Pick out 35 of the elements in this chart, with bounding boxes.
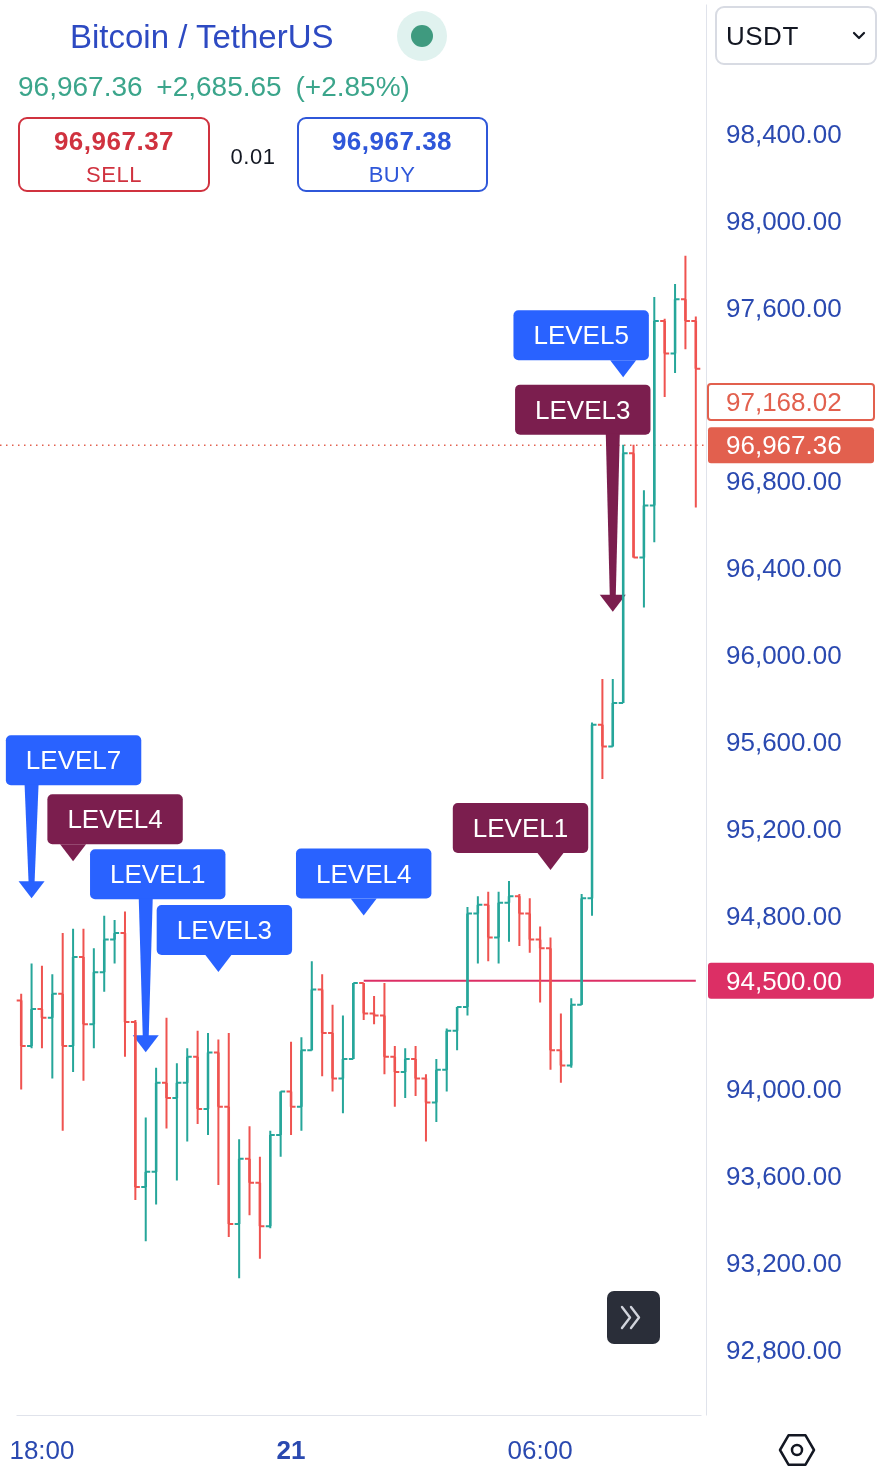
y-tick-label: 96,000.00 [726,640,842,671]
x-tick-label: 18:00 [9,1435,75,1466]
y-tick-label: 95,200.00 [726,813,842,844]
y-tick-label: 94,800.00 [726,900,842,931]
y-tick-label: 93,200.00 [726,1247,842,1278]
y-tick-label: 98,000.00 [726,205,842,236]
text: USDT [726,21,799,51]
y-tick-label: 92,800.00 [726,1334,842,1365]
annotation: 0.01 [230,143,276,169]
data-label: LEVEL3 [535,394,631,425]
data-label: LEVEL7 [25,745,122,776]
y-tick-label: 96,400.00 [726,553,842,584]
y-tick-label: 95,600.00 [726,726,842,757]
text: 96,967.36 +2,685.65 (+2.85%) [18,70,410,102]
data-label: LEVEL5 [533,320,629,351]
text: 97,168.02 [726,387,842,417]
ref-line-label: 96,967.36 [726,430,842,461]
chart-title: Bitcoin / TetherUS [70,17,334,55]
annotation: 96,967.37 [53,126,175,156]
data-label: LEVEL3 [176,914,273,945]
data-label: LEVEL4 [67,804,163,835]
x-tick-label: 21 [276,1435,306,1466]
annotation: 96,967.38 [331,126,453,156]
y-tick-label: 96,800.00 [726,466,842,497]
y-tick-label: 93,600.00 [726,1161,842,1192]
x-tick-label: 06:00 [507,1435,573,1466]
y-tick-label: 97,600.00 [726,292,842,323]
data-label: LEVEL1 [472,812,569,843]
data-label: 94,500.00 [726,965,842,996]
y-tick-label: 94,000.00 [726,1074,842,1105]
data-label: LEVEL4 [315,858,412,889]
data-label: LEVEL1 [110,859,206,890]
annotation: SELL [86,161,142,187]
annotation: BUY [368,161,416,187]
y-tick-label: 98,400.00 [726,119,842,150]
